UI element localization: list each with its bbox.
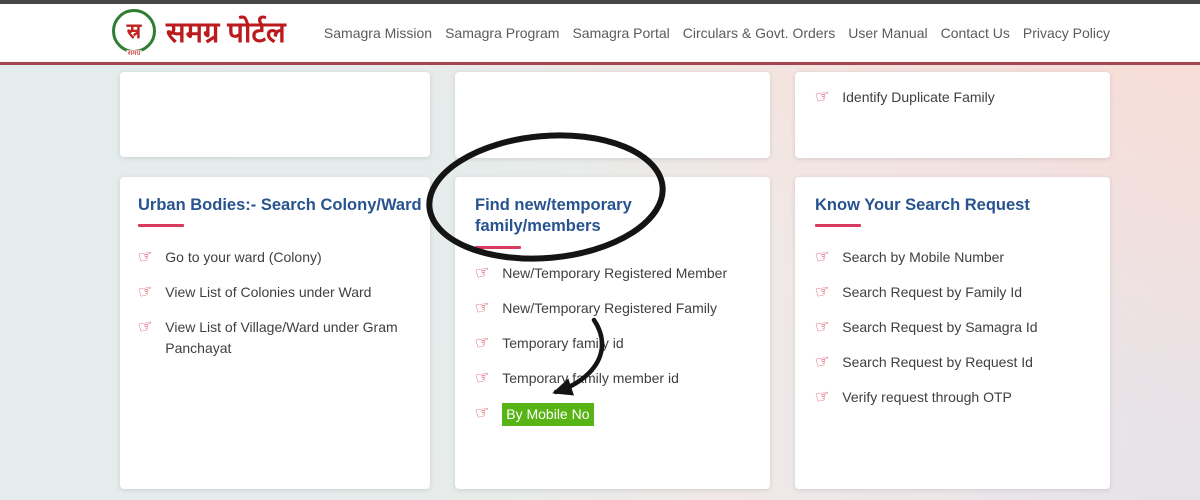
- hand-point-icon: ☞: [813, 281, 832, 303]
- card-top-middle-partial: [455, 72, 770, 158]
- nav-item-samagra-mission[interactable]: Samagra Mission: [323, 25, 433, 41]
- hand-point-icon: ☞: [473, 261, 492, 284]
- window-top-bar: [0, 0, 1200, 4]
- site-header: स्र समग्र समग्र पोर्टल Samagra Mission S…: [0, 4, 1200, 62]
- link-search-by-mobile-number[interactable]: ☞ Search by Mobile Number: [813, 246, 1090, 268]
- link-label-highlighted: By Mobile No: [502, 402, 594, 426]
- link-search-request-by-samagra-id[interactable]: ☞ Search Request by Samagra Id: [813, 316, 1090, 338]
- link-label: Temporary family member id: [502, 369, 679, 386]
- title-underline: [475, 245, 521, 249]
- nav-item-samagra-portal[interactable]: Samagra Portal: [572, 25, 670, 41]
- link-go-to-your-ward[interactable]: ☞ Go to your ward (Colony): [136, 246, 412, 268]
- link-label: Go to your ward (Colony): [165, 249, 322, 266]
- hand-point-icon: ☞: [813, 316, 832, 338]
- card-find-new-temporary: Find new/temporary family/members ☞ New/…: [455, 177, 770, 489]
- card-top-left-partial: [120, 72, 430, 157]
- link-identify-duplicate-family[interactable]: ☞ Identify Duplicate Family: [813, 85, 1090, 108]
- find-links: ☞ New/Temporary Registered Member ☞ New/…: [473, 261, 750, 426]
- samagra-emblem-icon: स्र समग्र: [112, 9, 156, 57]
- know-links: ☞ Search by Mobile Number ☞ Search Reque…: [813, 246, 1090, 408]
- nav-item-samagra-program[interactable]: Samagra Program: [445, 25, 560, 41]
- card-know-your-search-request: Know Your Search Request ☞ Search by Mob…: [795, 177, 1110, 489]
- title-underline: [815, 224, 861, 228]
- link-verify-request-through-otp[interactable]: ☞ Verify request through OTP: [813, 386, 1090, 408]
- card-title-know-your-search-request: Know Your Search Request: [815, 196, 1030, 214]
- hand-point-icon: ☞: [473, 366, 492, 389]
- site-title: समग्र पोर्टल: [166, 16, 286, 49]
- main-nav: Samagra Mission Samagra Program Samagra …: [324, 4, 1110, 62]
- link-search-request-by-request-id[interactable]: ☞ Search Request by Request Id: [813, 351, 1090, 373]
- title-underline: [138, 224, 184, 228]
- link-temporary-family-id[interactable]: ☞ Temporary family id: [473, 331, 750, 354]
- link-label: Search Request by Family Id: [842, 284, 1022, 301]
- hand-point-icon: ☞: [473, 401, 492, 424]
- hand-point-icon: ☞: [136, 281, 155, 303]
- link-search-request-by-family-id[interactable]: ☞ Search Request by Family Id: [813, 281, 1090, 303]
- link-label: New/Temporary Registered Member: [502, 264, 728, 281]
- hand-point-icon: ☞: [473, 331, 492, 354]
- nav-item-user-manual[interactable]: User Manual: [848, 25, 928, 41]
- link-label: Temporary family id: [502, 334, 624, 351]
- link-view-colonies-under-ward[interactable]: ☞ View List of Colonies under Ward: [136, 281, 412, 303]
- nav-item-privacy-policy[interactable]: Privacy Policy: [1022, 25, 1110, 41]
- urban-links: ☞ Go to your ward (Colony) ☞ View List o…: [136, 246, 412, 359]
- hand-point-icon: ☞: [813, 351, 832, 373]
- title-line-2: family/members: [475, 217, 601, 236]
- card-top-right-partial: ☞ Identify Duplicate Family: [795, 72, 1110, 158]
- link-label: Verify request through OTP: [842, 389, 1012, 406]
- card-title-find-new-temporary: Find new/temporary family/members: [475, 195, 750, 238]
- hand-point-icon: ☞: [813, 386, 832, 408]
- samagra-logo[interactable]: स्र समग्र समग्र पोर्टल: [112, 9, 286, 57]
- hand-point-icon: ☞: [136, 316, 155, 338]
- emblem-caption: समग्र: [126, 50, 142, 57]
- link-view-village-ward-under-gram-panchayat[interactable]: ☞ View List of Village/Ward under Gram P…: [136, 316, 412, 359]
- header-divider: [0, 62, 1200, 65]
- link-label: View List of Village/Ward under Gram Pan…: [165, 319, 398, 357]
- hand-point-icon: ☞: [813, 85, 832, 108]
- link-new-temporary-registered-family[interactable]: ☞ New/Temporary Registered Family: [473, 296, 750, 319]
- hand-point-icon: ☞: [136, 246, 155, 268]
- title-line-1: Find new/temporary: [475, 196, 632, 214]
- emblem-letter: स्र: [126, 19, 142, 43]
- link-label: Search Request by Samagra Id: [842, 319, 1038, 336]
- link-label: View List of Colonies under Ward: [165, 284, 372, 301]
- link-label: Search by Mobile Number: [842, 249, 1005, 266]
- card-urban-bodies: Urban Bodies:- Search Colony/Ward ☞ Go t…: [120, 177, 430, 489]
- link-by-mobile-no[interactable]: ☞ By Mobile No: [473, 401, 750, 426]
- link-label: Search Request by Request Id: [842, 354, 1033, 371]
- link-label: New/Temporary Registered Family: [502, 299, 717, 316]
- hand-point-icon: ☞: [813, 246, 832, 268]
- nav-item-contact-us[interactable]: Contact Us: [940, 25, 1010, 41]
- link-temporary-family-member-id[interactable]: ☞ Temporary family member id: [473, 366, 750, 389]
- link-new-temporary-registered-member[interactable]: ☞ New/Temporary Registered Member: [473, 261, 750, 284]
- card-title-urban-bodies: Urban Bodies:- Search Colony/Ward: [138, 196, 422, 214]
- link-label: Identify Duplicate Family: [842, 89, 995, 105]
- hand-point-icon: ☞: [473, 296, 492, 319]
- nav-item-circulars-govt-orders[interactable]: Circulars & Govt. Orders: [682, 25, 836, 41]
